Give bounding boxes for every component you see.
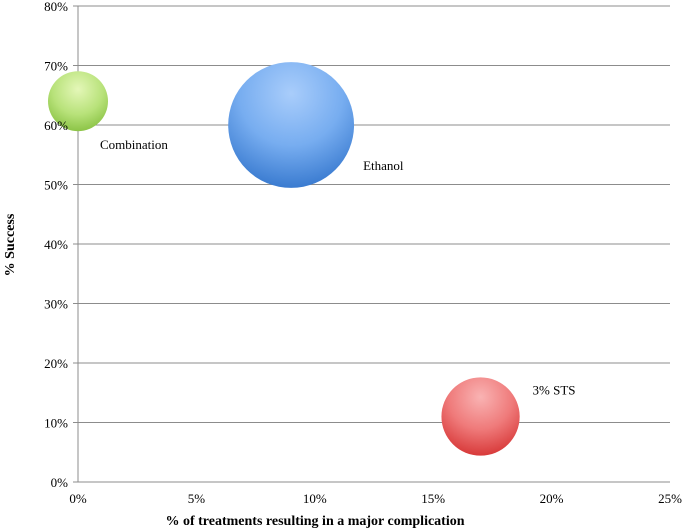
bubbles [48,62,520,456]
y-tick-label: 70% [44,59,68,74]
y-tick-label: 60% [44,118,68,133]
bubble-label: Ethanol [363,158,404,173]
bubble-combination [48,71,108,132]
gridlines [78,5,670,483]
y-tick-label: 0% [51,475,69,490]
y-tick-label: 40% [44,237,68,252]
y-tick-label: 50% [44,178,68,193]
y-tick-label: 10% [44,416,68,431]
bubble-label: 3% STS [533,383,576,398]
y-tick-label: 80% [44,0,68,14]
y-axis-title: % Success [3,213,18,276]
bubble-ethanol [228,62,355,188]
x-tick-label: 25% [658,491,682,506]
bubble-label: Combination [100,137,168,152]
x-tick-label: 20% [540,491,564,506]
x-tick-label: 5% [188,491,206,506]
bubble-labels: Combination Ethanol 3% STS [100,137,576,397]
y-tick-label: 20% [44,356,68,371]
x-tick-label: 10% [303,491,327,506]
x-axis-title: % of treatments resulting in a major com… [165,514,464,529]
y-tick-label: 30% [44,297,68,312]
bubble-3-sts [441,377,520,456]
tick-labels: 0% 10% 20% 30% 40% 50% 60% 70% 80% 0% 5% 10% 15% 20% 2… [44,0,682,506]
x-tick-label: 15% [421,491,445,506]
x-tick-label: 0% [69,491,87,506]
